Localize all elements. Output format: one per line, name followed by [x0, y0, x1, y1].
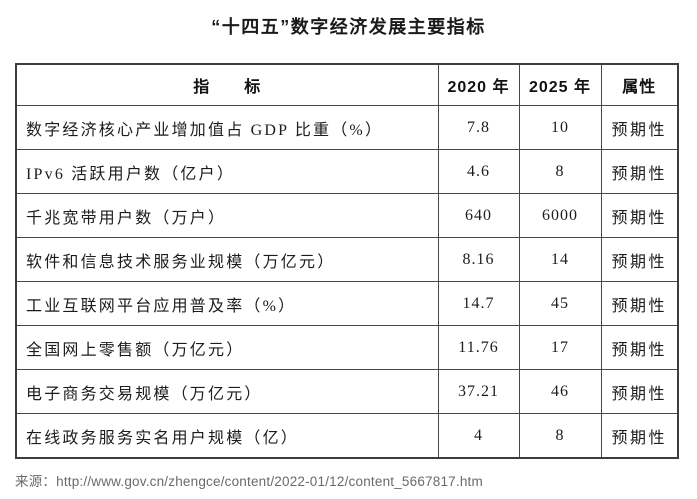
source-label: 来源：	[15, 474, 57, 489]
value-2025-cell: 8	[518, 413, 602, 459]
header-attribute: 属性	[600, 63, 679, 106]
value-2020-cell: 8.16	[437, 237, 520, 282]
attribute-cell: 预期性	[600, 149, 679, 194]
indicator-cell: 电子商务交易规模（万亿元）	[15, 369, 439, 414]
value-2025-cell: 8	[518, 149, 602, 194]
value-2020-cell: 11.76	[437, 325, 520, 370]
attribute-cell: 预期性	[600, 413, 679, 459]
table-row: 电子商务交易规模（万亿元） 37.21 46 预期性	[15, 369, 679, 414]
table-row: 千兆宽带用户数（万户） 640 6000 预期性	[15, 193, 679, 238]
indicator-cell: IPv6 活跃用户数（亿户）	[15, 149, 439, 194]
value-2020-cell: 4.6	[437, 149, 520, 194]
attribute-cell: 预期性	[600, 193, 679, 238]
value-2025-cell: 46	[518, 369, 602, 414]
table-title: “十四五”数字经济发展主要指标	[211, 17, 486, 37]
header-indicator: 指 标	[15, 63, 439, 106]
indicator-cell: 工业互联网平台应用普及率（%）	[15, 281, 439, 326]
table-row: 在线政务服务实名用户规模（亿） 4 8 预期性	[15, 413, 679, 459]
attribute-cell: 预期性	[600, 369, 679, 414]
value-2020-cell: 640	[437, 193, 520, 238]
source-line: 来源：http://www.gov.cn/zhengce/content/202…	[15, 470, 483, 490]
value-2020-cell: 4	[437, 413, 520, 459]
source-url: http://www.gov.cn/zhengce/content/2022-0…	[56, 474, 483, 489]
table-body: 数字经济核心产业增加值占 GDP 比重（%） 7.8 10 预期性 IPv6 活…	[15, 105, 679, 459]
value-2020-cell: 37.21	[437, 369, 520, 414]
table-header: 指 标 2020 年 2025 年 属性	[15, 63, 679, 106]
table-row: 数字经济核心产业增加值占 GDP 比重（%） 7.8 10 预期性	[15, 105, 679, 150]
header-2020: 2020 年	[437, 63, 520, 106]
value-2020-cell: 7.8	[437, 105, 520, 150]
header-row: 指 标 2020 年 2025 年 属性	[15, 63, 679, 106]
indicator-cell: 在线政务服务实名用户规模（亿）	[15, 413, 439, 459]
table-row: 软件和信息技术服务业规模（万亿元） 8.16 14 预期性	[15, 237, 679, 282]
indicators-table: 指 标 2020 年 2025 年 属性 数字经济核心产业增加值占 GDP 比重…	[15, 63, 679, 459]
value-2020-cell: 14.7	[437, 281, 520, 326]
table-row: 全国网上零售额（万亿元） 11.76 17 预期性	[15, 325, 679, 370]
indicator-cell: 千兆宽带用户数（万户）	[15, 193, 439, 238]
value-2025-cell: 10	[518, 105, 602, 150]
attribute-cell: 预期性	[600, 281, 679, 326]
indicator-cell: 全国网上零售额（万亿元）	[15, 325, 439, 370]
table-row: 工业互联网平台应用普及率（%） 14.7 45 预期性	[15, 281, 679, 326]
attribute-cell: 预期性	[600, 325, 679, 370]
attribute-cell: 预期性	[600, 237, 679, 282]
value-2025-cell: 45	[518, 281, 602, 326]
header-2025: 2025 年	[518, 63, 602, 106]
table-row: IPv6 活跃用户数（亿户） 4.6 8 预期性	[15, 149, 679, 194]
value-2025-cell: 17	[518, 325, 602, 370]
value-2025-cell: 14	[518, 237, 602, 282]
indicator-cell: 软件和信息技术服务业规模（万亿元）	[15, 237, 439, 282]
indicator-cell: 数字经济核心产业增加值占 GDP 比重（%）	[15, 105, 439, 150]
value-2025-cell: 6000	[518, 193, 602, 238]
attribute-cell: 预期性	[600, 105, 679, 150]
